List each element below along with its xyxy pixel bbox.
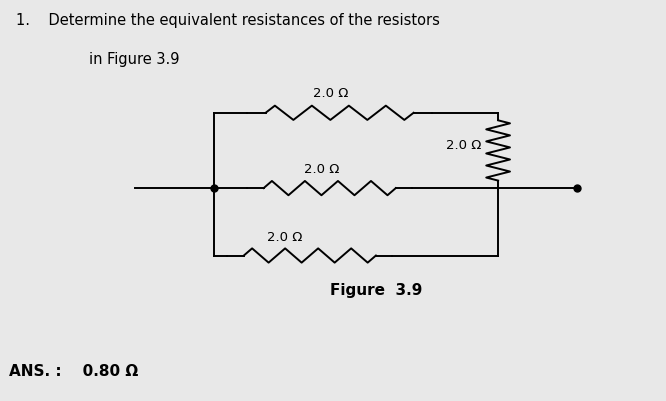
- Text: Figure  3.9: Figure 3.9: [330, 282, 422, 297]
- Text: in Figure 3.9: in Figure 3.9: [53, 52, 180, 67]
- Text: 2.0 Ω: 2.0 Ω: [268, 230, 303, 243]
- Text: 2.0 Ω: 2.0 Ω: [446, 139, 482, 152]
- Text: ANS. :    0.80 Ω: ANS. : 0.80 Ω: [9, 363, 139, 379]
- Text: 1.    Determine the equivalent resistances of the resistors: 1. Determine the equivalent resistances …: [16, 13, 440, 28]
- Text: 2.0 Ω: 2.0 Ω: [304, 163, 339, 176]
- Text: 2.0 Ω: 2.0 Ω: [312, 87, 348, 100]
